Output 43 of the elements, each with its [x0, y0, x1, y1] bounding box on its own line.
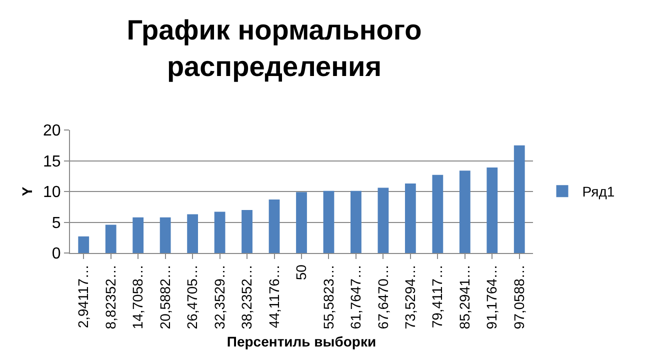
y-tick-label: 15: [43, 153, 61, 170]
x-tick-label: 85,2941…: [456, 264, 472, 330]
bar: [132, 217, 144, 253]
y-tick-label: 0: [52, 246, 61, 263]
bar: [486, 168, 498, 253]
bar: [187, 214, 198, 253]
x-tick-label: 79,4117…: [429, 264, 446, 328]
bar: [459, 170, 470, 253]
x-axis-title: Персентиль выборки: [226, 334, 376, 350]
bar: [404, 184, 416, 253]
bar: [214, 212, 226, 253]
bar: [242, 210, 252, 253]
y-tick-label: 5: [52, 214, 61, 232]
x-tick-label: 61,7647…: [348, 264, 364, 330]
bar: [160, 217, 171, 253]
bar: [378, 188, 389, 253]
x-tick-label: 55,5823…: [320, 264, 336, 330]
x-tick-label: 26,4705…: [184, 264, 200, 330]
x-tick-label: 50: [293, 264, 310, 280]
bar: [105, 224, 116, 253]
x-tick-label: 20,5882…: [156, 264, 173, 330]
x-tick-label: 14,7058…: [130, 264, 146, 330]
x-tick-label: 8,82352…: [102, 264, 118, 330]
x-tick-label: 67,6470…: [374, 264, 391, 330]
x-tick-label: 38,2352…: [238, 264, 255, 330]
y-tick-label: 10: [43, 184, 61, 202]
bar: [323, 190, 334, 253]
x-tick-label: 97,0588…: [510, 264, 527, 330]
bar: [268, 200, 280, 253]
legend-label: Ряд1: [582, 184, 615, 200]
chart-title: График нормального распределения: [126, 14, 422, 82]
bar: [350, 190, 362, 253]
x-tick-label: 73,5294…: [402, 264, 418, 330]
bar: [296, 192, 307, 253]
bar: [432, 174, 444, 253]
x-tick-label: 91,1764…: [484, 264, 500, 330]
x-tick-label: 2,94117…: [75, 264, 92, 328]
bar: [78, 236, 90, 253]
x-tick-label: 32,3529…: [211, 264, 228, 330]
y-tick-label: 20: [43, 122, 61, 140]
bar: [514, 145, 525, 253]
y-axis-title: Y: [19, 186, 35, 196]
x-tick-label: 44,1176…: [266, 264, 282, 328]
